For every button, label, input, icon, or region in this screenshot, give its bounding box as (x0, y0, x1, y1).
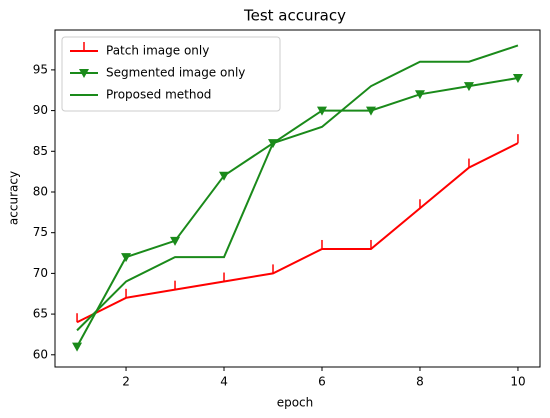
x-tick-label: 8 (416, 375, 424, 389)
point-marker (72, 342, 83, 352)
chart-title: Test accuracy (243, 7, 346, 25)
point-marker (414, 90, 425, 100)
legend-marker (79, 69, 89, 78)
legend-box (61, 36, 281, 112)
y-tick-label: 65 (33, 307, 48, 321)
y-tick-label: 75 (33, 225, 48, 239)
y-tick-label: 95 (33, 62, 48, 76)
x-tick-label: 4 (220, 375, 228, 389)
series-line (76, 77, 519, 348)
series-line (76, 142, 519, 324)
plot-frame (54, 29, 541, 368)
x-tick-label: 2 (122, 375, 130, 389)
point-marker (121, 253, 132, 263)
y-tick-label: 70 (33, 266, 48, 280)
x-tick-label: 10 (510, 375, 525, 389)
y-tick-label: 90 (33, 103, 48, 117)
y-tick-label: 60 (33, 347, 48, 361)
x-tick-label: 6 (318, 375, 326, 389)
point-marker (219, 171, 230, 181)
x-axis-label: epoch (277, 396, 314, 410)
point-marker (463, 82, 474, 92)
y-tick-label: 85 (33, 144, 48, 158)
point-marker (170, 236, 181, 246)
series-line (76, 44, 519, 332)
legend-label: Patch image only (106, 44, 209, 58)
point-marker (512, 74, 523, 84)
legend-label: Segmented image only (106, 66, 245, 80)
y-tick-label: 80 (33, 184, 48, 198)
point-marker (365, 106, 376, 116)
legend-label: Proposed method (106, 88, 211, 102)
y-axis-label: accuracy (7, 171, 21, 225)
point-marker (316, 106, 327, 116)
